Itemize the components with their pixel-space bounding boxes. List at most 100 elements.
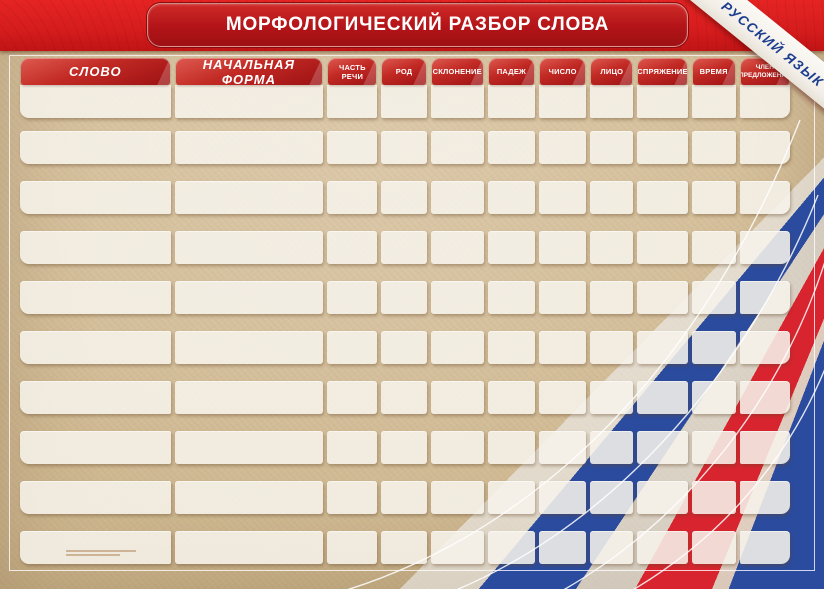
table-cell-spryazhenie[interactable]: [637, 331, 688, 364]
table-cell-litso[interactable]: [590, 85, 634, 118]
table-cell-chast-rechi[interactable]: [327, 331, 378, 364]
table-cell-sklonenie[interactable]: [430, 131, 484, 164]
table-cell-sklonenie[interactable]: [430, 181, 484, 214]
table-cell-spryazhenie[interactable]: [637, 131, 688, 164]
table-cell-chast-rechi[interactable]: [327, 481, 378, 514]
table-cell-padezh[interactable]: [487, 281, 536, 314]
table-cell-padezh[interactable]: [487, 381, 536, 414]
table-cell-chast-rechi[interactable]: [327, 531, 378, 564]
table-cell-chislo[interactable]: [539, 431, 587, 464]
table-cell-vremya[interactable]: [691, 231, 736, 264]
table-cell-slovo[interactable]: [20, 131, 171, 164]
table-cell-padezh[interactable]: [487, 531, 536, 564]
table-cell-vremya[interactable]: [691, 481, 736, 514]
table-cell-slovo[interactable]: [20, 431, 171, 464]
table-cell-padezh[interactable]: [487, 85, 536, 118]
table-cell-litso[interactable]: [590, 281, 634, 314]
table-cell-vremya[interactable]: [691, 85, 736, 118]
table-cell-vremya[interactable]: [691, 531, 736, 564]
table-cell-spryazhenie[interactable]: [637, 531, 688, 564]
table-cell-padezh[interactable]: [487, 481, 536, 514]
table-cell-chlen-predlozheniya[interactable]: [739, 131, 790, 164]
table-cell-slovo[interactable]: [20, 85, 171, 118]
table-cell-chlen-predlozheniya[interactable]: [739, 481, 790, 514]
table-cell-litso[interactable]: [590, 531, 634, 564]
table-cell-litso[interactable]: [590, 331, 634, 364]
table-cell-spryazhenie[interactable]: [637, 381, 688, 414]
table-cell-slovo[interactable]: [20, 481, 171, 514]
table-cell-nachalnaya-forma[interactable]: [174, 85, 324, 118]
table-cell-slovo[interactable]: [20, 181, 171, 214]
table-cell-chlen-predlozheniya[interactable]: [739, 381, 790, 414]
table-cell-chislo[interactable]: [539, 531, 587, 564]
table-cell-spryazhenie[interactable]: [637, 85, 688, 118]
table-cell-chast-rechi[interactable]: [327, 381, 378, 414]
table-cell-chislo[interactable]: [539, 131, 587, 164]
table-cell-vremya[interactable]: [691, 431, 736, 464]
table-cell-vremya[interactable]: [691, 131, 736, 164]
table-cell-litso[interactable]: [590, 481, 634, 514]
table-cell-nachalnaya-forma[interactable]: [174, 481, 324, 514]
table-cell-rod[interactable]: [381, 531, 427, 564]
table-cell-nachalnaya-forma[interactable]: [174, 131, 324, 164]
table-cell-chast-rechi[interactable]: [327, 85, 378, 118]
table-cell-padezh[interactable]: [487, 231, 536, 264]
table-cell-spryazhenie[interactable]: [637, 281, 688, 314]
table-cell-sklonenie[interactable]: [430, 431, 484, 464]
table-cell-chast-rechi[interactable]: [327, 181, 378, 214]
table-cell-chlen-predlozheniya[interactable]: [739, 281, 790, 314]
table-cell-chast-rechi[interactable]: [327, 431, 378, 464]
table-cell-litso[interactable]: [590, 381, 634, 414]
table-cell-slovo[interactable]: [20, 381, 171, 414]
table-cell-nachalnaya-forma[interactable]: [174, 181, 324, 214]
table-cell-nachalnaya-forma[interactable]: [174, 431, 324, 464]
table-cell-rod[interactable]: [381, 181, 427, 214]
table-cell-chast-rechi[interactable]: [327, 131, 378, 164]
table-cell-padezh[interactable]: [487, 431, 536, 464]
table-cell-chlen-predlozheniya[interactable]: [739, 331, 790, 364]
table-cell-sklonenie[interactable]: [430, 481, 484, 514]
table-cell-chislo[interactable]: [539, 281, 587, 314]
table-cell-spryazhenie[interactable]: [637, 481, 688, 514]
table-cell-chlen-predlozheniya[interactable]: [739, 531, 790, 564]
table-cell-nachalnaya-forma[interactable]: [174, 231, 324, 264]
table-cell-slovo[interactable]: [20, 331, 171, 364]
table-cell-chlen-predlozheniya[interactable]: [739, 431, 790, 464]
table-cell-litso[interactable]: [590, 131, 634, 164]
table-cell-sklonenie[interactable]: [430, 231, 484, 264]
table-cell-chislo[interactable]: [539, 231, 587, 264]
table-cell-padezh[interactable]: [487, 331, 536, 364]
table-cell-padezh[interactable]: [487, 131, 536, 164]
table-cell-nachalnaya-forma[interactable]: [174, 531, 324, 564]
table-cell-litso[interactable]: [590, 231, 634, 264]
table-cell-chislo[interactable]: [539, 381, 587, 414]
table-cell-rod[interactable]: [381, 281, 427, 314]
table-cell-chast-rechi[interactable]: [327, 281, 378, 314]
table-cell-padezh[interactable]: [487, 181, 536, 214]
table-cell-rod[interactable]: [381, 431, 427, 464]
table-cell-sklonenie[interactable]: [430, 281, 484, 314]
table-cell-rod[interactable]: [381, 131, 427, 164]
table-cell-vremya[interactable]: [691, 331, 736, 364]
table-cell-sklonenie[interactable]: [430, 531, 484, 564]
table-cell-spryazhenie[interactable]: [637, 231, 688, 264]
table-cell-rod[interactable]: [381, 85, 427, 118]
table-cell-slovo[interactable]: [20, 281, 171, 314]
table-cell-sklonenie[interactable]: [430, 331, 484, 364]
table-cell-chlen-predlozheniya[interactable]: [739, 85, 790, 118]
table-cell-chlen-predlozheniya[interactable]: [739, 231, 790, 264]
table-cell-sklonenie[interactable]: [430, 85, 484, 118]
table-cell-chislo[interactable]: [539, 181, 587, 214]
table-cell-rod[interactable]: [381, 481, 427, 514]
table-cell-rod[interactable]: [381, 231, 427, 264]
table-cell-chislo[interactable]: [539, 331, 587, 364]
table-cell-vremya[interactable]: [691, 281, 736, 314]
table-cell-nachalnaya-forma[interactable]: [174, 331, 324, 364]
table-cell-vremya[interactable]: [691, 381, 736, 414]
table-cell-chast-rechi[interactable]: [327, 231, 378, 264]
table-cell-rod[interactable]: [381, 331, 427, 364]
table-cell-nachalnaya-forma[interactable]: [174, 281, 324, 314]
table-cell-rod[interactable]: [381, 381, 427, 414]
table-cell-slovo[interactable]: [20, 531, 171, 564]
table-cell-nachalnaya-forma[interactable]: [174, 381, 324, 414]
